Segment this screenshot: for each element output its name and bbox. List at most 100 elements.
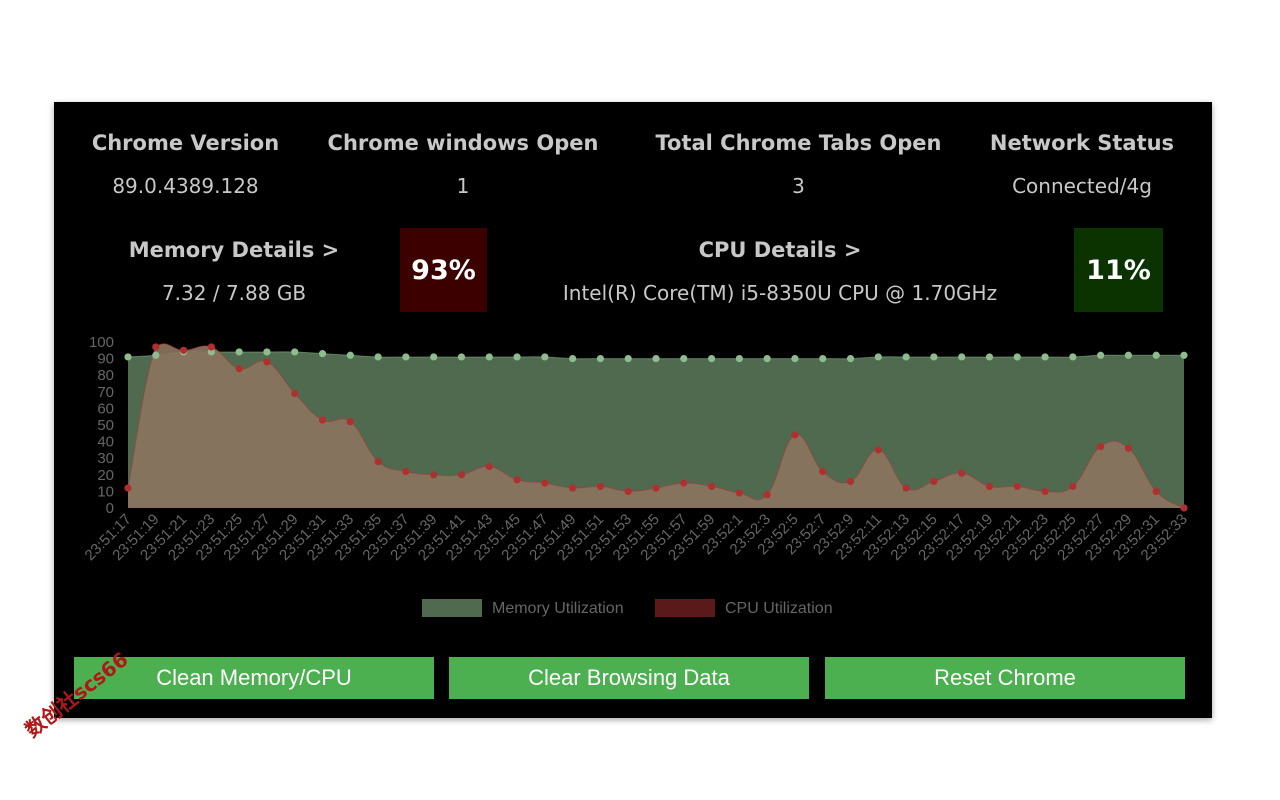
memory-point <box>207 348 215 356</box>
memory-point <box>1097 351 1105 359</box>
memory-point <box>958 353 966 361</box>
memory-point <box>819 355 827 363</box>
memory-point <box>374 353 382 361</box>
cpu-point <box>763 491 771 499</box>
memory-point <box>874 353 882 361</box>
memory-point <box>569 355 577 363</box>
cpu-point <box>430 471 438 479</box>
memory-point <box>430 353 438 361</box>
cpu-point <box>1041 487 1049 495</box>
memory-point <box>235 348 243 356</box>
memory-point <box>541 353 549 361</box>
cpu-point <box>958 469 966 477</box>
y-tick-label: 70 <box>97 384 114 401</box>
cpu-point <box>930 477 938 486</box>
memory-point <box>791 355 799 363</box>
cpu-point <box>1152 487 1160 495</box>
tabs-open-stat: Total Chrome Tabs Open 3 <box>646 130 951 199</box>
memory-point <box>291 348 299 356</box>
cpu-point <box>791 431 799 439</box>
tabs-open-label: Total Chrome Tabs Open <box>655 131 942 155</box>
memory-point <box>346 351 354 359</box>
memory-details-link[interactable]: Memory Details > <box>128 238 340 262</box>
memory-point <box>402 353 410 361</box>
memory-point <box>318 350 327 358</box>
cpu-point <box>624 487 632 495</box>
cpu-point <box>1013 482 1021 491</box>
cpu-point <box>207 343 215 351</box>
memory-point <box>735 355 743 363</box>
y-tick-label: 50 <box>97 417 114 434</box>
memory-point <box>1180 351 1188 359</box>
cpu-point <box>596 482 605 491</box>
memory-point <box>152 351 160 359</box>
memory-point <box>680 355 688 363</box>
legend-cpu-swatch[interactable] <box>655 599 715 617</box>
network-status-stat: Network Status Connected/4g <box>982 130 1182 199</box>
memory-point <box>124 353 132 361</box>
memory-point <box>596 355 605 363</box>
chart-legend[interactable]: Memory Utilization CPU Utilization <box>422 599 833 617</box>
y-tick-label: 10 <box>97 483 114 500</box>
y-tick-label: 40 <box>97 434 114 451</box>
cpu-point <box>374 457 382 466</box>
memory-point <box>513 353 521 361</box>
memory-point <box>1152 351 1160 359</box>
cpu-point <box>179 346 188 354</box>
cpu-details-value: Intel(R) Core(TM) i5-8350U CPU @ 1.70GHz <box>562 281 998 305</box>
memory-point <box>1013 353 1021 361</box>
cpu-point <box>985 482 994 491</box>
memory-point <box>930 353 938 361</box>
cpu-percent-badge: 11% <box>1074 228 1163 312</box>
cpu-point <box>1069 482 1077 491</box>
chart-x-labels: 23:51:1723:51:1923:51:2123:51:2323:51:25… <box>82 511 1191 564</box>
chrome-version-value: 89.0.4389.128 <box>112 174 259 198</box>
cpu-point <box>152 343 160 351</box>
cpu-point <box>819 467 827 476</box>
network-status-value: Connected/4g <box>1012 174 1152 198</box>
memory-point <box>707 355 716 363</box>
cpu-details-link[interactable]: CPU Details > <box>698 238 862 262</box>
cpu-point <box>291 389 299 398</box>
y-tick-label: 80 <box>97 367 114 384</box>
dashboard-panel: Chrome Version 89.0.4389.128 Chrome wind… <box>54 102 1212 718</box>
cpu-point <box>402 467 410 476</box>
chrome-version-stat: Chrome Version 89.0.4389.128 <box>78 130 293 199</box>
cpu-point <box>124 484 132 492</box>
reset-chrome-button[interactable]: Reset Chrome <box>825 657 1185 699</box>
legend-cpu-label[interactable]: CPU Utilization <box>725 600 833 617</box>
memory-details-value: 7.32 / 7.88 GB <box>161 281 307 305</box>
clear-browsing-data-button[interactable]: Clear Browsing Data <box>449 657 809 699</box>
memory-point <box>1041 353 1049 361</box>
windows-open-label: Chrome windows Open <box>327 131 599 155</box>
cpu-point <box>1097 442 1105 451</box>
cpu-details-stat: CPU Details > Intel(R) Core(TM) i5-8350U… <box>530 237 1030 306</box>
memory-point <box>652 355 660 363</box>
cpu-point <box>513 476 521 484</box>
windows-open-stat: Chrome windows Open 1 <box>320 130 606 199</box>
cpu-point <box>1124 444 1133 452</box>
cpu-point <box>707 482 716 491</box>
cpu-point <box>263 358 271 366</box>
cpu-point <box>569 484 577 492</box>
memory-point <box>985 353 994 361</box>
legend-memory-label[interactable]: Memory Utilization <box>492 600 624 617</box>
cpu-point <box>874 446 882 454</box>
clean-memory-cpu-button[interactable]: Clean Memory/CPU <box>74 657 434 699</box>
cpu-point <box>485 462 493 471</box>
y-tick-label: 90 <box>97 351 114 368</box>
y-tick-label: 60 <box>97 400 114 417</box>
memory-point <box>1124 351 1133 359</box>
cpu-area <box>128 343 1184 508</box>
memory-point <box>485 353 493 361</box>
chart-series <box>124 343 1188 512</box>
network-status-label: Network Status <box>989 131 1175 155</box>
cpu-point <box>346 418 354 426</box>
memory-details-stat: Memory Details > 7.32 / 7.88 GB <box>114 237 354 306</box>
memory-point <box>846 355 855 363</box>
cpu-point <box>680 479 688 487</box>
cpu-point <box>235 364 243 373</box>
memory-point <box>763 355 771 363</box>
legend-memory-swatch[interactable] <box>422 599 482 617</box>
